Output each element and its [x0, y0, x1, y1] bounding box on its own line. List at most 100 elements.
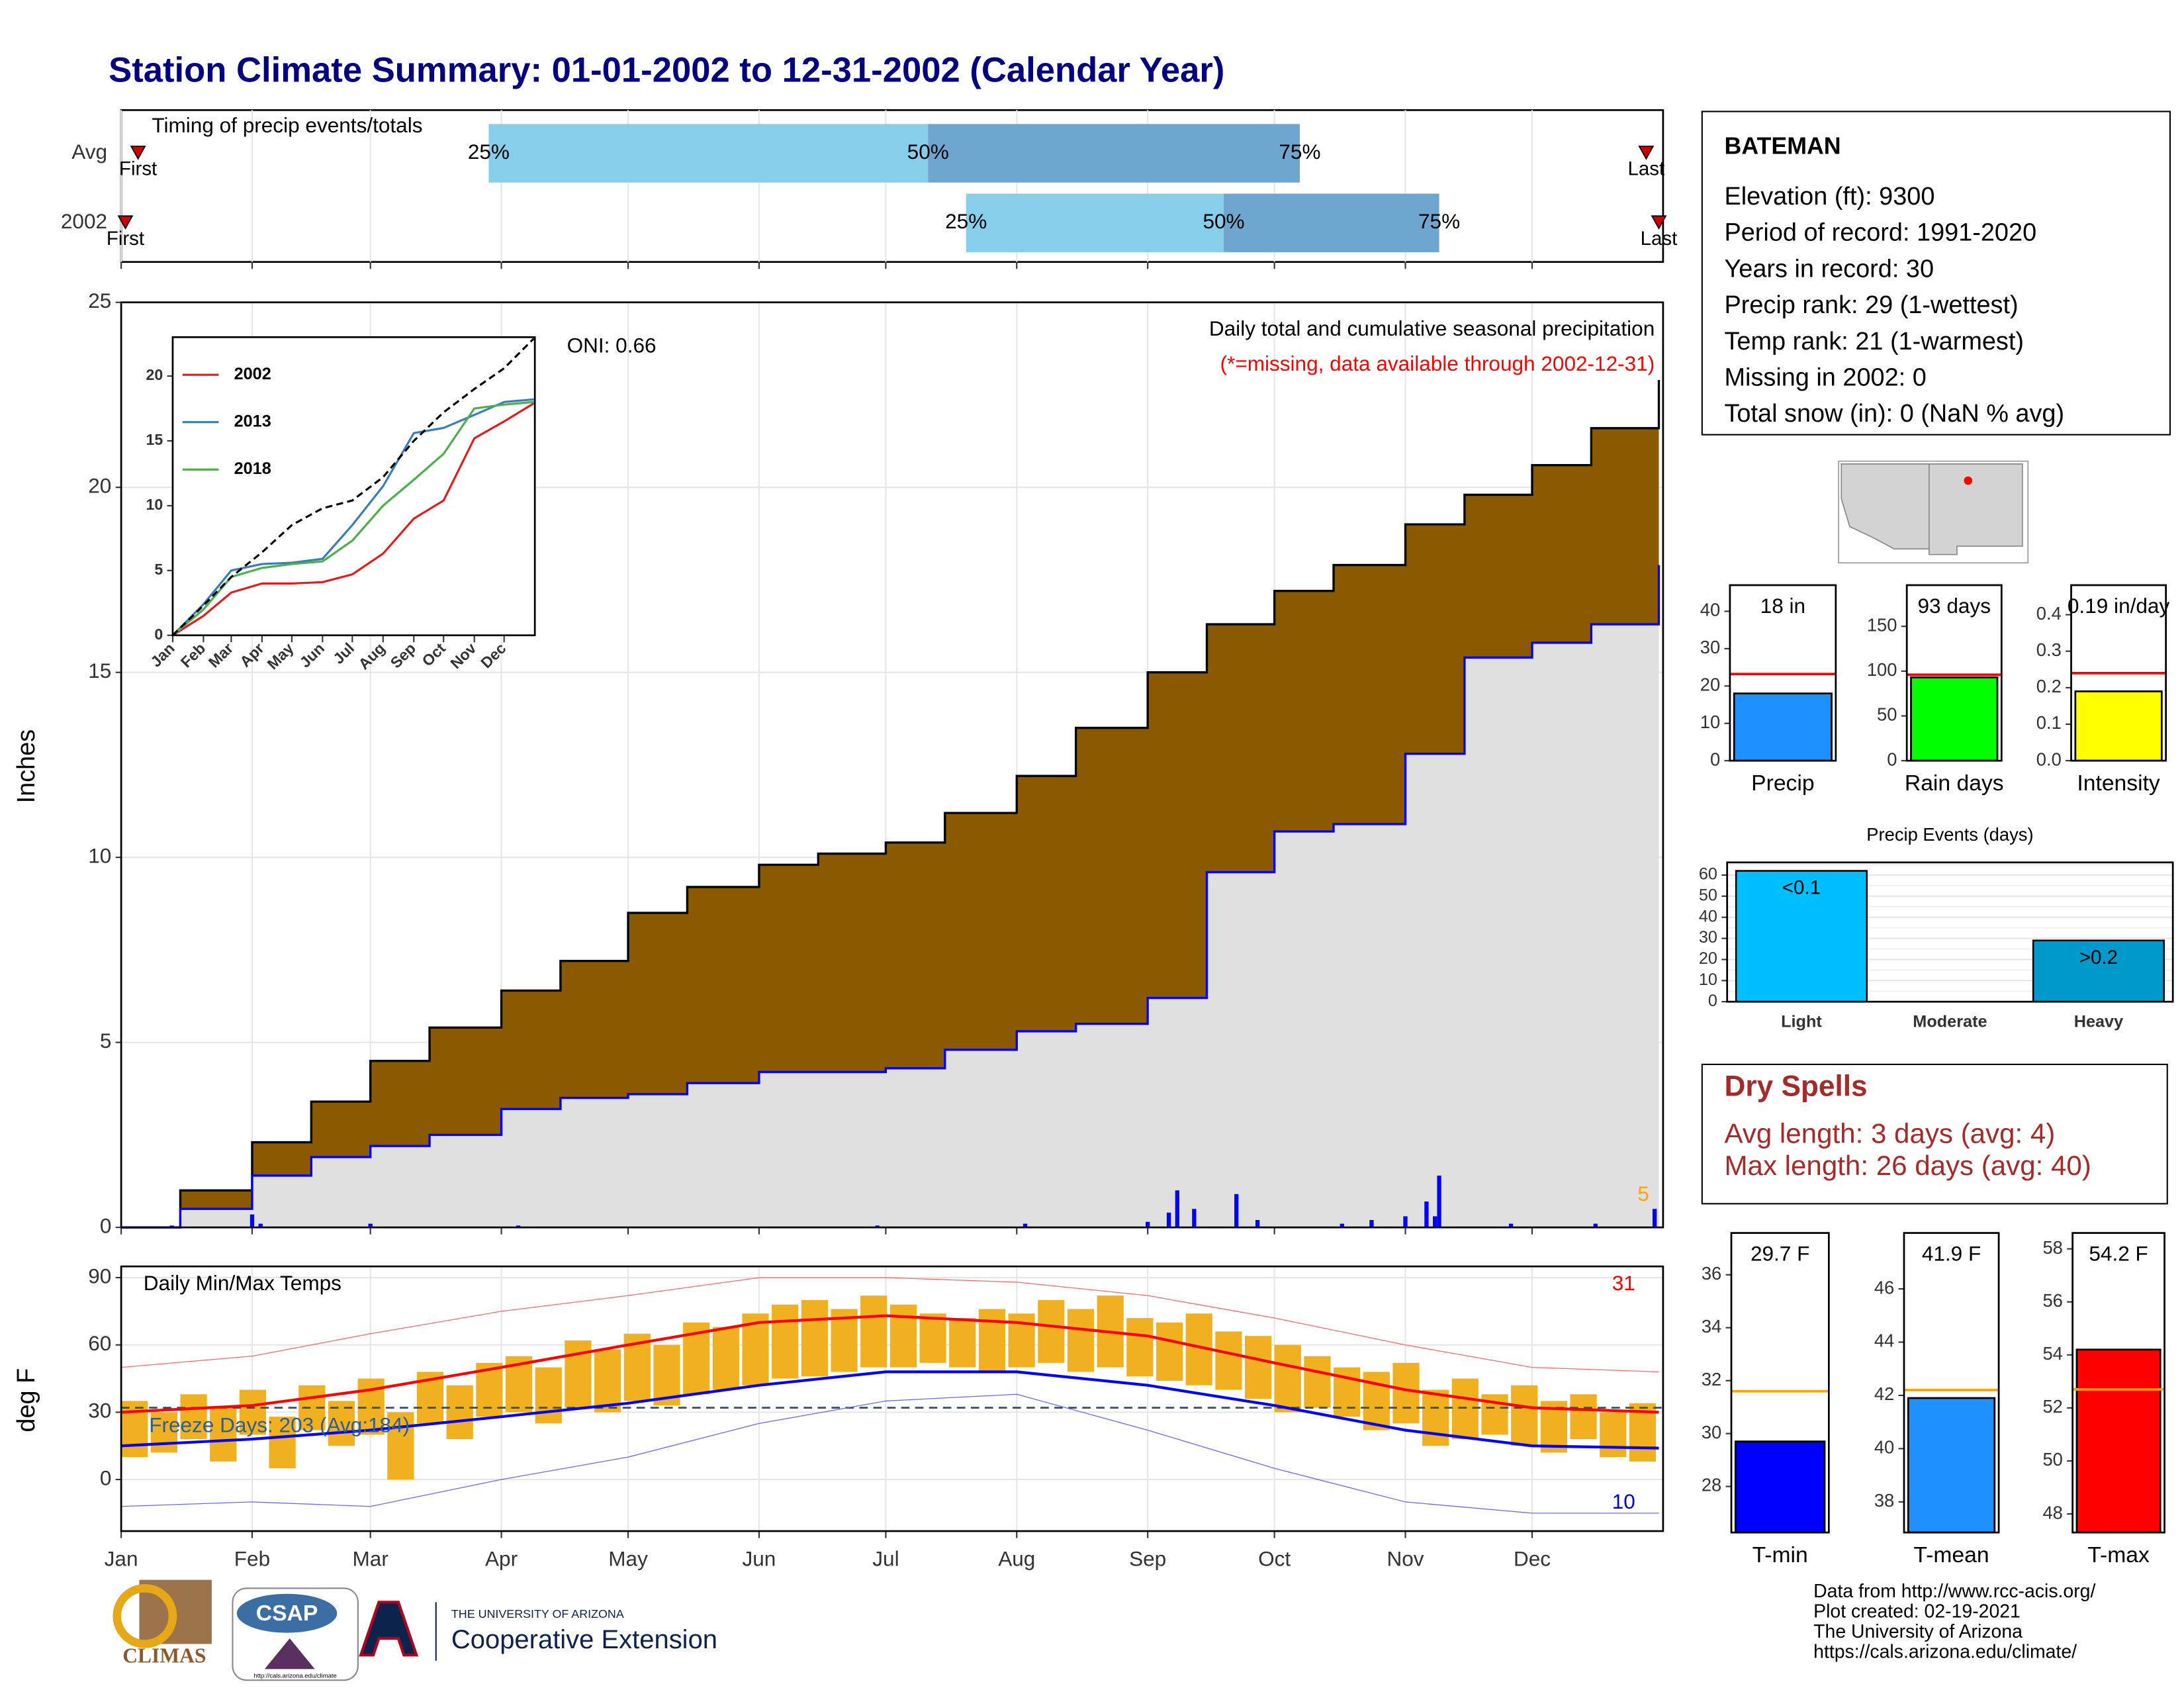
y-tick-label: 90	[88, 1264, 111, 1288]
y-tick-label: 0.4	[2036, 603, 2062, 624]
daily-temp-bar	[1067, 1309, 1095, 1372]
marker-label: Last	[1641, 228, 1678, 250]
category-label: Rain days	[1905, 771, 2004, 796]
y-tick-label: 20	[1699, 949, 1717, 968]
x-tick-label: Aug	[998, 1547, 1035, 1571]
y-tick-label: 0.2	[2036, 676, 2062, 696]
y-tick-label: 25	[88, 289, 111, 312]
quartile-bar	[488, 124, 929, 183]
quartile-bar	[1224, 193, 1439, 252]
panel-border	[2071, 1232, 2165, 1534]
climas-logo-ring	[113, 1583, 177, 1648]
panel-border	[120, 301, 1664, 1229]
daily-temp-bar	[949, 1318, 976, 1368]
y-tick-label: 30	[1699, 928, 1717, 947]
panel-border	[1903, 1232, 2000, 1534]
daily-precip-bar	[1508, 1223, 1514, 1228]
daily-temp-bar	[1451, 1378, 1479, 1440]
series-line	[172, 402, 535, 637]
y-tick-label: 52	[2042, 1396, 2062, 1417]
cumulative-line	[121, 380, 1661, 1229]
daily-temp-bar	[1600, 1412, 1627, 1458]
station-line: Elevation (ft): 9300	[1724, 183, 1934, 211]
panel-border	[171, 336, 536, 637]
y-tick-label: 0	[1887, 749, 1897, 769]
csap-cloud	[236, 1593, 338, 1633]
y-axis-label: Inches	[13, 729, 40, 804]
map-new-mexico	[1929, 463, 2023, 555]
footer: Data from http://www.rcc-acis.org/Plot c…	[1813, 1581, 2095, 1663]
daily-temp-bar	[446, 1385, 473, 1440]
footer-line: https://cals.arizona.edu/climate/	[1813, 1642, 2077, 1663]
y-tick-label: 44	[1874, 1331, 1894, 1351]
value-label: 54.2 F	[2089, 1242, 2148, 1266]
daily-temp-bar	[239, 1389, 267, 1435]
event-bar	[2032, 939, 2165, 1003]
y-tick-label: 40	[1700, 600, 1720, 620]
event-marker	[1638, 146, 1655, 160]
daily-temp-bar	[1274, 1344, 1301, 1413]
daily-temp-bar	[1244, 1336, 1272, 1399]
y-tick-label: 5	[154, 561, 163, 578]
daily-temp-bar	[1156, 1322, 1183, 1381]
y-tick-label: 0	[100, 1466, 112, 1489]
value-label: 0.19 in/day	[2068, 594, 2170, 618]
daily-precip-bar	[875, 1225, 880, 1228]
extension-text: Cooperative Extension	[451, 1625, 717, 1654]
category-label: Heavy	[2074, 1012, 2123, 1031]
daily-temp-bar	[889, 1304, 917, 1368]
category-label: Moderate	[1913, 1012, 1987, 1031]
daily-temp-bar	[180, 1394, 207, 1440]
daily-temp-bar	[150, 1412, 177, 1453]
y-tick-label: 10	[146, 496, 163, 513]
daily-precip-bar	[1437, 1175, 1441, 1228]
y-tick-label: 30	[88, 1399, 111, 1423]
panel-border	[1730, 1232, 1830, 1534]
category-label: Intensity	[2077, 771, 2160, 796]
y-tick-label: 36	[1702, 1263, 1721, 1284]
y-axis-label: deg F	[13, 1368, 40, 1432]
oni-annotation: ONI: 0.66	[567, 333, 657, 357]
bar	[2074, 690, 2163, 762]
y-tick-label: 50	[1699, 886, 1717, 904]
station-box	[1701, 111, 2171, 436]
daily-temp-bar	[712, 1327, 739, 1390]
daily-temp-bar	[121, 1401, 148, 1458]
csap-mountain	[264, 1638, 315, 1669]
daily-temp-bar	[801, 1299, 828, 1377]
category-label: Light	[1781, 1012, 1822, 1031]
temp-line	[120, 1370, 1659, 1450]
daily-temp-bar	[1392, 1362, 1420, 1424]
x-tick-label: Mar	[353, 1547, 388, 1571]
x-tick-label: Jan	[105, 1547, 138, 1571]
page-title: Station Climate Summary: 01-01-2002 to 1…	[109, 50, 1224, 89]
marker-label: First	[119, 158, 157, 180]
category-label: T-mean	[1913, 1543, 1989, 1568]
y-tick-label: 58	[2042, 1237, 2062, 1258]
climas-text: CLIMAS	[122, 1644, 206, 1667]
record-low-count: 10	[1612, 1489, 1635, 1513]
station-name: BATEMAN	[1724, 133, 1841, 160]
station-line: Total snow (in): 0 (NaN % avg)	[1724, 400, 2064, 428]
quantile-label: 50%	[907, 140, 949, 164]
daily-temp-bar	[1422, 1389, 1449, 1446]
daily-temp-bar	[1304, 1356, 1331, 1408]
quantile-label: 75%	[1279, 140, 1320, 164]
inset-background	[172, 337, 535, 635]
daily-precip-bar	[516, 1225, 521, 1228]
x-tick-label: Oct	[1258, 1547, 1291, 1571]
record-high-count: 31	[1612, 1271, 1635, 1295]
legend-label: 2013	[234, 412, 271, 430]
quantile-label: 50%	[1203, 209, 1244, 233]
y-tick-label: 34	[1702, 1316, 1721, 1336]
footer-line: Plot created: 02-19-2021	[1813, 1601, 2021, 1622]
station-line: Period of record: 1991-2020	[1724, 219, 2036, 247]
footer-line: The University of Arizona	[1813, 1621, 2023, 1642]
daily-temp-bar	[594, 1349, 621, 1413]
daily-precip-bar	[368, 1223, 373, 1228]
temp-line	[121, 1393, 1659, 1514]
y-tick-label: 0.3	[2036, 639, 2062, 660]
daily-precip-bar	[1023, 1223, 1028, 1228]
